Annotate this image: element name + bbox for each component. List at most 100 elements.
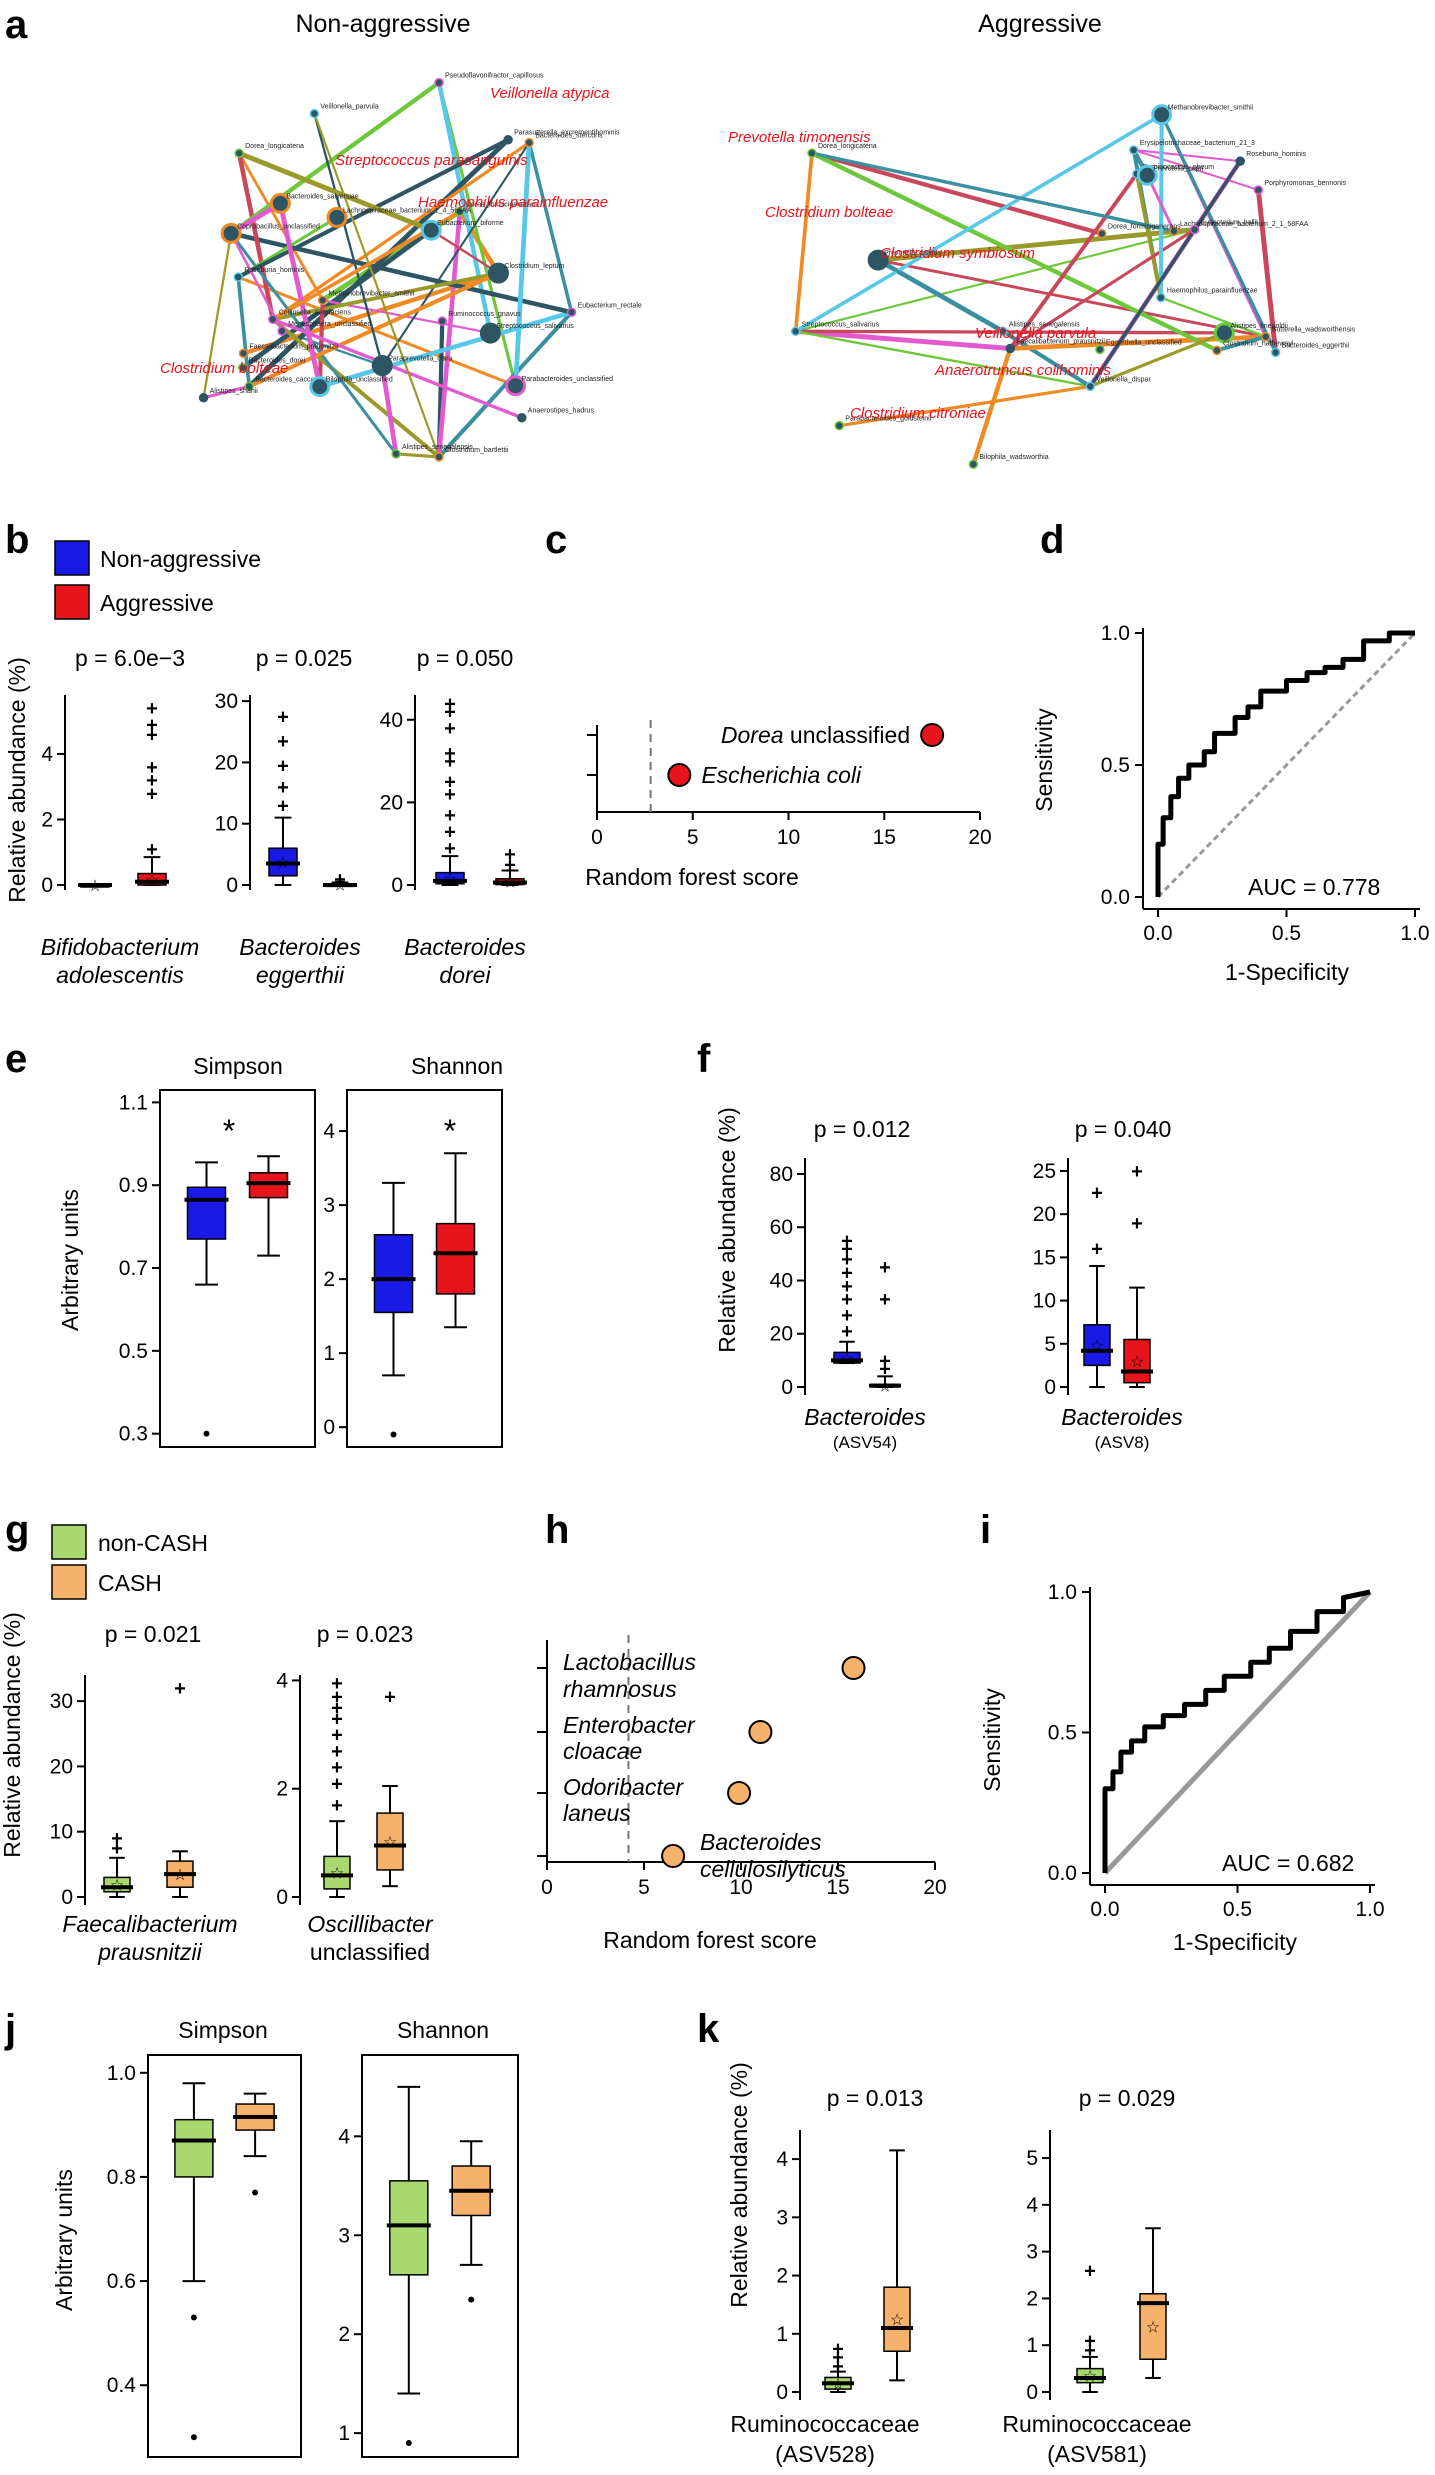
f2-ytick-label-0: 0 [1044,1376,1056,1399]
b2-nonaggr-mean-marker: ☆ [276,855,290,872]
g1-ytick-label-1: 10 [50,1821,73,1844]
network-non-aggressive: Bacteroides_stercoris Streptococcus_saliv… [198,73,642,462]
a-right-node-label-14: Sutterella_wadsworthensis [1272,327,1356,334]
a-right-edge-17 [1255,189,1279,353]
g2-0-outlier-0: + [331,1795,343,1817]
i-diagonal [1103,1590,1372,1875]
g-taxon-1b: prausnitzii [97,1939,202,1965]
k1-ytick-label-1: 1 [776,2323,788,2346]
b2-aggr-mean-marker: ☆ [333,878,347,895]
h-xtick-label-1: 5 [638,1876,650,1899]
a-right-node-0 [1151,104,1173,126]
g2-0-outlier-2: + [331,1757,343,1779]
a-left-node-0 [524,137,534,148]
i-xtick-label-1: 0.5 [1223,1898,1252,1921]
k2-ytick-label-2: 2 [1026,2287,1038,2310]
b-annotations: p = 6.0e−3 p = 0.025 p = 0.050 Bifidobac… [41,645,526,988]
c-xtick-label-1: 5 [687,826,699,849]
b3-nonaggr-outlier-7: + [444,718,456,740]
panel-label-e: e [5,1037,27,1081]
a-right-edge-20 [810,151,1218,353]
a-left-node-15 [437,316,447,326]
i-roc-line [1102,1589,1371,1873]
j-simpson-0-box [174,2118,214,2178]
a-left-edge-13 [241,228,433,370]
a-left-node-label-22: Faecalibacterium_prausnitzii [250,343,339,350]
a-left-node-label-18: Dorea_longicatena [245,143,304,150]
f-taxon-1-sub: (ASV54) [833,1433,897,1452]
a-right-node-10 [1189,224,1200,235]
e-shannon-ytick-label-4: 4 [323,1120,335,1143]
i-ytick-label-1: 0.5 [1048,1722,1077,1745]
d-ytick-label-1: 0.5 [1101,754,1130,777]
d-xtick-label-1: 0.5 [1272,922,1301,945]
b-ylabel: Relative abundance (%) [4,657,30,902]
f2-ytick-label-4: 20 [1033,1203,1056,1226]
e-simpson-ytick-label-0: 0.3 [119,1423,148,1446]
a-right-node-4 [1270,347,1281,358]
a-right-edge-16 [1133,148,1241,163]
a-left-node-24 [326,206,348,228]
a-left-edge-22 [272,271,499,322]
a-left-title: Non-aggressive [295,10,470,38]
a-left-node-16 [317,295,328,306]
k1-ytick-label-4: 4 [776,2148,788,2171]
a-right-node-label-7: Bilophila_wadsworthia [979,454,1048,461]
a-left-node-26 [434,77,444,88]
b3-nonaggr-box [435,871,465,885]
b1-ytick-label-2: 4 [41,743,53,766]
f1-ytick-label-0: 0 [781,1376,793,1399]
f2-1-outlier-1: + [1131,1161,1143,1183]
a-left-node-4 [269,192,291,214]
a-left-node-label-4: Bacteroides_salyersiae [286,193,358,200]
b-taxon-3a: Bacteroides [404,934,526,960]
j-simpson-ytick-label-3: 1.0 [107,2062,136,2085]
g2-0-outlier-8: + [331,1673,343,1695]
label-veillonella-atypica: Veillonella atypica [490,85,610,102]
e-simpson-0-box [186,1186,227,1240]
b1-nonaggr-mean-marker: ☆ [88,878,102,895]
f1-1-outlier-3: + [879,1257,891,1279]
a-right-edge-34 [839,384,1091,428]
a-right-edge-9 [795,330,1091,388]
h-xtick-label-4: 20 [923,1876,946,1899]
a-left-node-label-2: Eubacterium_biforme [437,220,504,227]
a-left-edge-1 [237,275,517,388]
i-xlabel: 1-Specificity [1173,1929,1297,1955]
h-point-2 [727,1781,752,1805]
j-shannon-0-box [389,2180,429,2276]
e-significance-star-shannon: * [444,1113,456,1149]
k1-0-outlier-1: + [832,2347,844,2369]
a-left-node-label-11: Clostridium_bartlettii [445,447,509,454]
g2-ytick-label-2: 4 [276,1669,288,1692]
a-left-edge-24 [236,152,276,320]
f-taxon-2-sub: (ASV8) [1095,1433,1150,1452]
a-right-node-8 [1097,228,1107,239]
a-left-node-label-12: Collinsella_aerofaciens [279,309,351,316]
legend-label-aggressive: Aggressive [100,590,214,616]
f1-1-outlier-0: + [879,1358,891,1380]
e-frame-simpson [159,1089,316,1448]
h-label-bacteroides-1: Bacteroides [700,1829,822,1855]
a-right-edge-31 [1089,331,1225,388]
a-right-node-3 [867,249,889,271]
d-xtick-label-2: 1.0 [1400,922,1429,945]
f-ylabel: Relative abundance (%) [714,1107,740,1352]
a-right-edge-3 [793,152,814,332]
a-right-node-label-9: Veillonella_dispar [1096,376,1151,383]
c-label-escherichia: Escherichia coli [701,762,862,788]
a-left-node-label-0: Bacteroides_stercoris [535,133,603,140]
k1-ytick-label-0: 0 [776,2381,788,2404]
f1-ytick-label-2: 40 [770,1269,793,1292]
a-left-node-25 [391,449,401,459]
k-taxon-1: Ruminococcaceae [730,2411,919,2437]
a-right-edge-22 [794,113,1163,333]
j-simpson-0-outlier-0 [190,2314,197,2321]
k-ylabel: Relative abundance (%) [726,2062,752,2307]
b1-aggr-outlier-2: + [146,770,158,792]
a-right-node-label-20: Alistipes_finegoldii [1230,323,1288,330]
f-pvalue-1: p = 0.012 [814,1116,911,1142]
f1-0-outlier-4: + [841,1263,853,1285]
g2-0-mean-marker: ☆ [330,1866,344,1883]
